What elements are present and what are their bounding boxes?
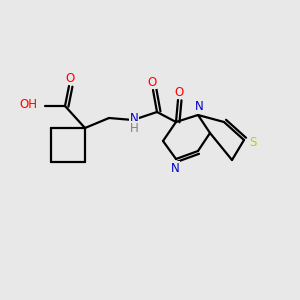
Text: O: O (174, 85, 184, 98)
Text: O: O (147, 76, 157, 88)
Text: N: N (171, 161, 179, 175)
Text: OH: OH (19, 98, 37, 112)
Text: H: H (130, 122, 138, 134)
Text: N: N (130, 112, 138, 124)
Text: N: N (195, 100, 203, 113)
Text: S: S (249, 136, 257, 148)
Text: O: O (65, 71, 75, 85)
